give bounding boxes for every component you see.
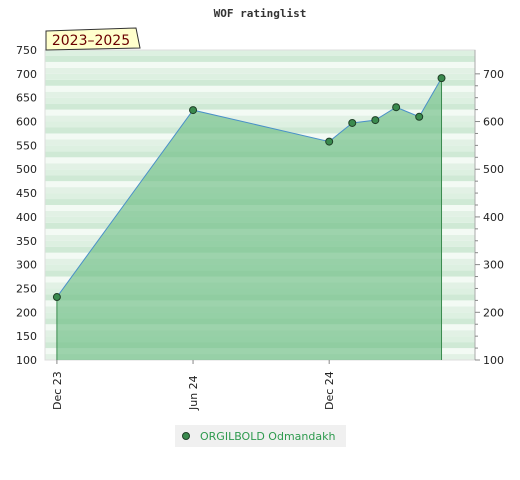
left-tick-label: 500 <box>16 163 37 176</box>
chart-title: WOF ratinglist <box>214 7 307 20</box>
band <box>45 115 475 122</box>
x-tick-label: Dec 23 <box>51 371 64 410</box>
left-tick-label: 300 <box>16 259 37 272</box>
right-tick-label: 700 <box>483 68 504 81</box>
right-tick-label: 100 <box>483 354 504 367</box>
band <box>45 85 475 92</box>
right-tick-label: 200 <box>483 306 504 319</box>
right-tick-label: 400 <box>483 211 504 224</box>
left-tick-label: 600 <box>16 116 37 129</box>
period-badge: 2023–2025 <box>45 27 141 51</box>
left-tick-label: 100 <box>16 354 37 367</box>
rating-line <box>56 77 442 298</box>
right-tick-label: 300 <box>483 259 504 272</box>
band <box>45 61 475 68</box>
legend: ORGILBOLD Odmandakh <box>175 425 346 447</box>
band <box>45 103 475 110</box>
x-tick-label: Dec 24 <box>323 371 336 410</box>
data-point[interactable] <box>189 106 198 115</box>
area-edge-lines <box>56 78 443 360</box>
left-tick-label: 650 <box>16 92 37 105</box>
left-tick-label: 200 <box>16 306 37 319</box>
band <box>45 67 475 74</box>
data-point[interactable] <box>52 293 61 302</box>
x-axis: Dec 23 Jun 24 Dec 24 <box>51 360 336 411</box>
data-point[interactable] <box>371 116 380 125</box>
band <box>45 55 475 62</box>
data-point[interactable] <box>392 103 401 112</box>
band <box>45 97 475 104</box>
data-point[interactable] <box>437 74 446 83</box>
band <box>45 109 475 116</box>
data-point[interactable] <box>325 137 334 146</box>
left-tick-label: 750 <box>16 44 37 57</box>
legend-marker <box>182 432 190 440</box>
left-tick-label: 400 <box>16 211 37 224</box>
left-tick-label: 700 <box>16 68 37 81</box>
band <box>45 91 475 98</box>
left-tick-label: 350 <box>16 235 37 248</box>
left-tick-label: 550 <box>16 139 37 152</box>
left-axis: 100 150 200 250 300 350 400 450 500 550 600 650 700 7… <box>16 44 37 367</box>
band <box>45 73 475 80</box>
x-tick-label: Jun 24 <box>187 375 200 411</box>
band <box>45 50 475 56</box>
legend-entry: ORGILBOLD Odmandakh <box>200 430 335 443</box>
left-tick-label: 250 <box>16 282 37 295</box>
right-tick-label: 600 <box>483 116 504 129</box>
data-point[interactable] <box>415 112 424 121</box>
rating-area <box>56 78 442 360</box>
band <box>45 79 475 86</box>
right-tick-label: 500 <box>483 163 504 176</box>
left-tick-label: 150 <box>16 330 37 343</box>
data-point[interactable] <box>348 118 357 127</box>
left-tick-label: 450 <box>16 187 37 200</box>
band <box>45 121 475 128</box>
right-axis: 100 200 300 400 500 600 700 <box>474 50 504 367</box>
period-label: 2023–2025 <box>52 33 130 49</box>
data-points <box>52 74 446 302</box>
